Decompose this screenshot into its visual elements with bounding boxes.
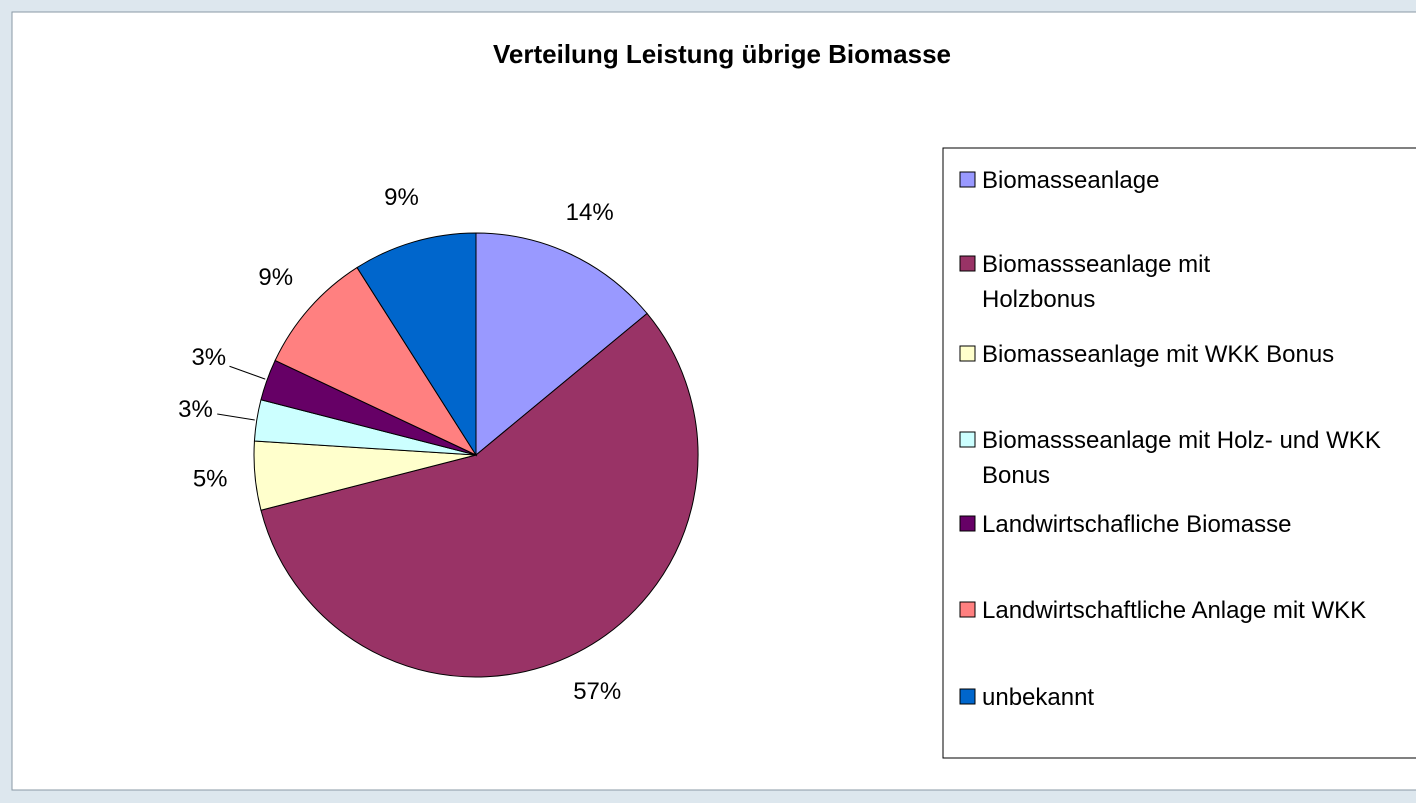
legend-swatch	[959, 171, 976, 188]
legend-swatch	[959, 431, 976, 448]
legend-swatch	[959, 345, 976, 362]
pie-slice	[260, 312, 699, 678]
data-label: 9%	[258, 264, 293, 291]
legend-label: Landwirtschaftliche Anlage mit WKK	[982, 597, 1367, 624]
legend-label: Landwirtschafliche Biomasse	[982, 511, 1292, 538]
legend-swatch	[959, 688, 976, 705]
data-label: 9%	[384, 184, 419, 211]
data-label: 57%	[573, 678, 621, 705]
legend-label: Biomasseanlage mit WKK Bonus	[982, 341, 1335, 368]
legend-swatch	[959, 255, 976, 272]
data-label: 3%	[178, 396, 213, 423]
chart-title: Verteilung Leistung übrige Biomasse	[493, 39, 951, 69]
legend-label: Biomassseanlage mit Holzbonus	[982, 251, 1211, 313]
data-label: 14%	[566, 199, 614, 226]
data-label: 5%	[193, 465, 228, 492]
legend-label: Biomassseanlage mit Holz- und WKK Bonus	[982, 427, 1381, 489]
legend-swatch	[959, 515, 976, 532]
data-label: 3%	[191, 344, 226, 371]
pie-slice	[475, 232, 648, 457]
pie-slice	[356, 232, 477, 457]
legend-label: Biomasseanlage	[982, 167, 1160, 194]
leader-line	[217, 413, 255, 421]
leader-line	[229, 365, 266, 380]
legend-label: unbekannt	[982, 684, 1095, 711]
pie-slice	[274, 266, 478, 457]
legend-swatch	[959, 601, 976, 618]
legend-box	[942, 147, 1416, 759]
